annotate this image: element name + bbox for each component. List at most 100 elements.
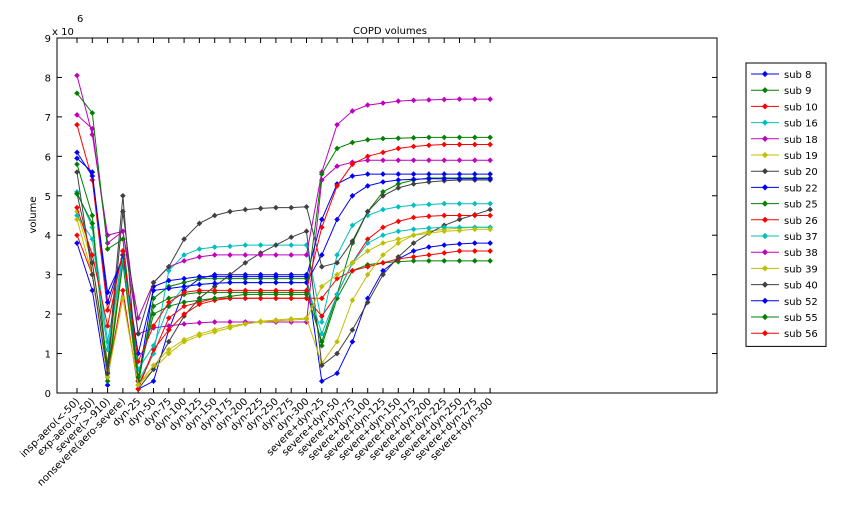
series-sub-55 bbox=[74, 90, 493, 381]
y-tick-label: 2 bbox=[45, 310, 51, 321]
data-point bbox=[165, 338, 172, 345]
data-point bbox=[227, 279, 233, 286]
data-point bbox=[487, 258, 493, 264]
data-point bbox=[318, 331, 325, 337]
data-point bbox=[426, 201, 432, 208]
data-point bbox=[334, 275, 340, 282]
data-point bbox=[349, 260, 356, 266]
data-point bbox=[120, 287, 126, 294]
y-tick-label: 5 bbox=[45, 192, 51, 203]
data-point bbox=[426, 175, 432, 182]
series-line bbox=[76, 215, 491, 392]
data-point bbox=[242, 242, 249, 248]
series-line bbox=[76, 211, 491, 387]
legend-swatch-marker bbox=[761, 249, 769, 256]
data-point bbox=[426, 134, 432, 141]
data-point bbox=[257, 287, 264, 294]
data-point bbox=[318, 216, 325, 223]
data-point bbox=[410, 176, 417, 183]
data-point bbox=[104, 370, 111, 377]
legend-entry-label: sub 9 bbox=[784, 86, 811, 97]
data-point bbox=[273, 273, 279, 280]
data-point bbox=[89, 131, 96, 138]
data-point bbox=[74, 169, 80, 175]
data-point bbox=[196, 287, 203, 294]
data-point bbox=[471, 248, 478, 254]
series-line bbox=[76, 92, 491, 378]
data-point bbox=[196, 297, 203, 304]
legend-swatch-marker bbox=[761, 135, 769, 142]
data-point bbox=[74, 240, 80, 246]
data-point bbox=[74, 112, 80, 118]
data-point bbox=[456, 227, 463, 234]
legend-box bbox=[745, 62, 827, 347]
y-tick-label: 9 bbox=[45, 34, 51, 45]
y-exponent-label: x 10 bbox=[52, 27, 74, 38]
data-point bbox=[318, 283, 325, 290]
data-point bbox=[380, 232, 386, 239]
data-point bbox=[349, 327, 356, 333]
data-point bbox=[410, 258, 417, 264]
data-point bbox=[165, 277, 172, 284]
data-point bbox=[181, 289, 187, 296]
data-point bbox=[242, 321, 249, 327]
legend-swatch-marker bbox=[761, 297, 769, 304]
series-line bbox=[76, 152, 491, 382]
data-point bbox=[181, 311, 187, 317]
data-point bbox=[364, 153, 371, 160]
data-point bbox=[257, 319, 264, 325]
data-point bbox=[196, 319, 203, 326]
data-point bbox=[380, 149, 386, 156]
data-point bbox=[334, 163, 340, 170]
data-point bbox=[334, 183, 340, 189]
data-point bbox=[120, 236, 126, 242]
data-point bbox=[150, 311, 157, 317]
series-sub-56 bbox=[74, 141, 493, 365]
plot-area bbox=[56, 37, 718, 394]
data-point bbox=[303, 316, 310, 323]
data-point bbox=[120, 192, 126, 199]
data-point bbox=[74, 232, 80, 239]
data-point bbox=[380, 224, 386, 231]
data-point bbox=[165, 263, 172, 270]
legend-swatch-marker bbox=[761, 184, 769, 191]
data-point bbox=[104, 382, 111, 388]
data-point bbox=[364, 271, 371, 278]
data-point bbox=[181, 336, 187, 343]
data-point bbox=[487, 134, 493, 141]
data-point bbox=[456, 216, 463, 223]
data-point bbox=[257, 295, 264, 302]
data-point bbox=[487, 226, 493, 233]
data-point bbox=[487, 175, 493, 182]
data-point bbox=[471, 258, 478, 264]
data-point bbox=[165, 346, 172, 353]
data-point bbox=[410, 202, 417, 209]
series-line bbox=[76, 172, 491, 374]
data-point bbox=[410, 214, 417, 221]
y-tick-label: 0 bbox=[45, 389, 51, 400]
data-point bbox=[135, 358, 142, 365]
data-point bbox=[181, 321, 187, 327]
data-point bbox=[349, 338, 356, 345]
data-point bbox=[227, 287, 233, 294]
data-point bbox=[135, 331, 142, 337]
data-point bbox=[426, 157, 432, 164]
data-point bbox=[441, 175, 448, 182]
legend-swatch-marker bbox=[761, 70, 769, 78]
data-point bbox=[410, 254, 417, 260]
data-point bbox=[395, 98, 402, 104]
y-tick-label: 4 bbox=[45, 231, 51, 242]
data-point bbox=[89, 110, 96, 116]
data-point bbox=[104, 378, 111, 384]
data-point bbox=[273, 204, 279, 211]
data-point bbox=[318, 342, 325, 349]
data-point bbox=[456, 241, 463, 247]
data-point bbox=[165, 285, 172, 292]
data-point bbox=[364, 183, 371, 189]
y-tick-label: 1 bbox=[45, 350, 51, 361]
data-point bbox=[273, 242, 279, 248]
data-point bbox=[410, 226, 417, 233]
data-point bbox=[211, 327, 218, 333]
legend-entry-label: sub 38 bbox=[784, 248, 818, 259]
data-point bbox=[318, 378, 325, 384]
